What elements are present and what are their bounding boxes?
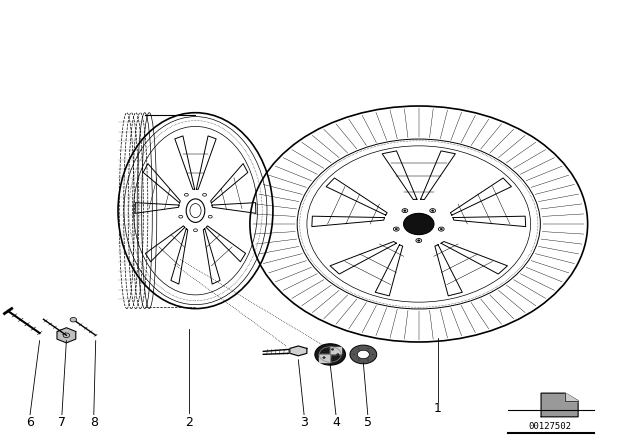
Circle shape bbox=[404, 213, 434, 235]
Text: 4: 4 bbox=[332, 416, 340, 429]
Text: 8: 8 bbox=[90, 416, 98, 429]
Circle shape bbox=[367, 359, 369, 361]
Polygon shape bbox=[330, 347, 341, 354]
Circle shape bbox=[315, 344, 346, 365]
Text: 3: 3 bbox=[300, 416, 308, 429]
Circle shape bbox=[332, 349, 334, 350]
Circle shape bbox=[353, 354, 355, 355]
Polygon shape bbox=[565, 393, 578, 401]
Circle shape bbox=[417, 240, 420, 241]
Text: 5: 5 bbox=[364, 416, 372, 429]
Circle shape bbox=[357, 350, 369, 359]
Circle shape bbox=[358, 359, 360, 361]
Circle shape bbox=[367, 348, 369, 349]
Text: 6: 6 bbox=[26, 416, 34, 429]
Polygon shape bbox=[290, 346, 307, 356]
Circle shape bbox=[350, 345, 377, 364]
Text: 7: 7 bbox=[58, 416, 66, 429]
Polygon shape bbox=[541, 393, 578, 417]
Circle shape bbox=[431, 210, 434, 211]
Circle shape bbox=[372, 354, 374, 355]
Circle shape bbox=[323, 350, 325, 352]
Polygon shape bbox=[319, 354, 330, 362]
Circle shape bbox=[440, 228, 442, 230]
Text: 2: 2 bbox=[186, 416, 193, 429]
Circle shape bbox=[404, 210, 406, 211]
Circle shape bbox=[395, 228, 397, 230]
Polygon shape bbox=[57, 328, 76, 343]
Circle shape bbox=[70, 318, 77, 322]
Circle shape bbox=[332, 359, 334, 360]
Circle shape bbox=[337, 353, 339, 355]
Text: 1: 1 bbox=[434, 402, 442, 415]
Circle shape bbox=[358, 348, 360, 349]
Text: 00127502: 00127502 bbox=[528, 422, 571, 431]
Circle shape bbox=[323, 357, 325, 358]
